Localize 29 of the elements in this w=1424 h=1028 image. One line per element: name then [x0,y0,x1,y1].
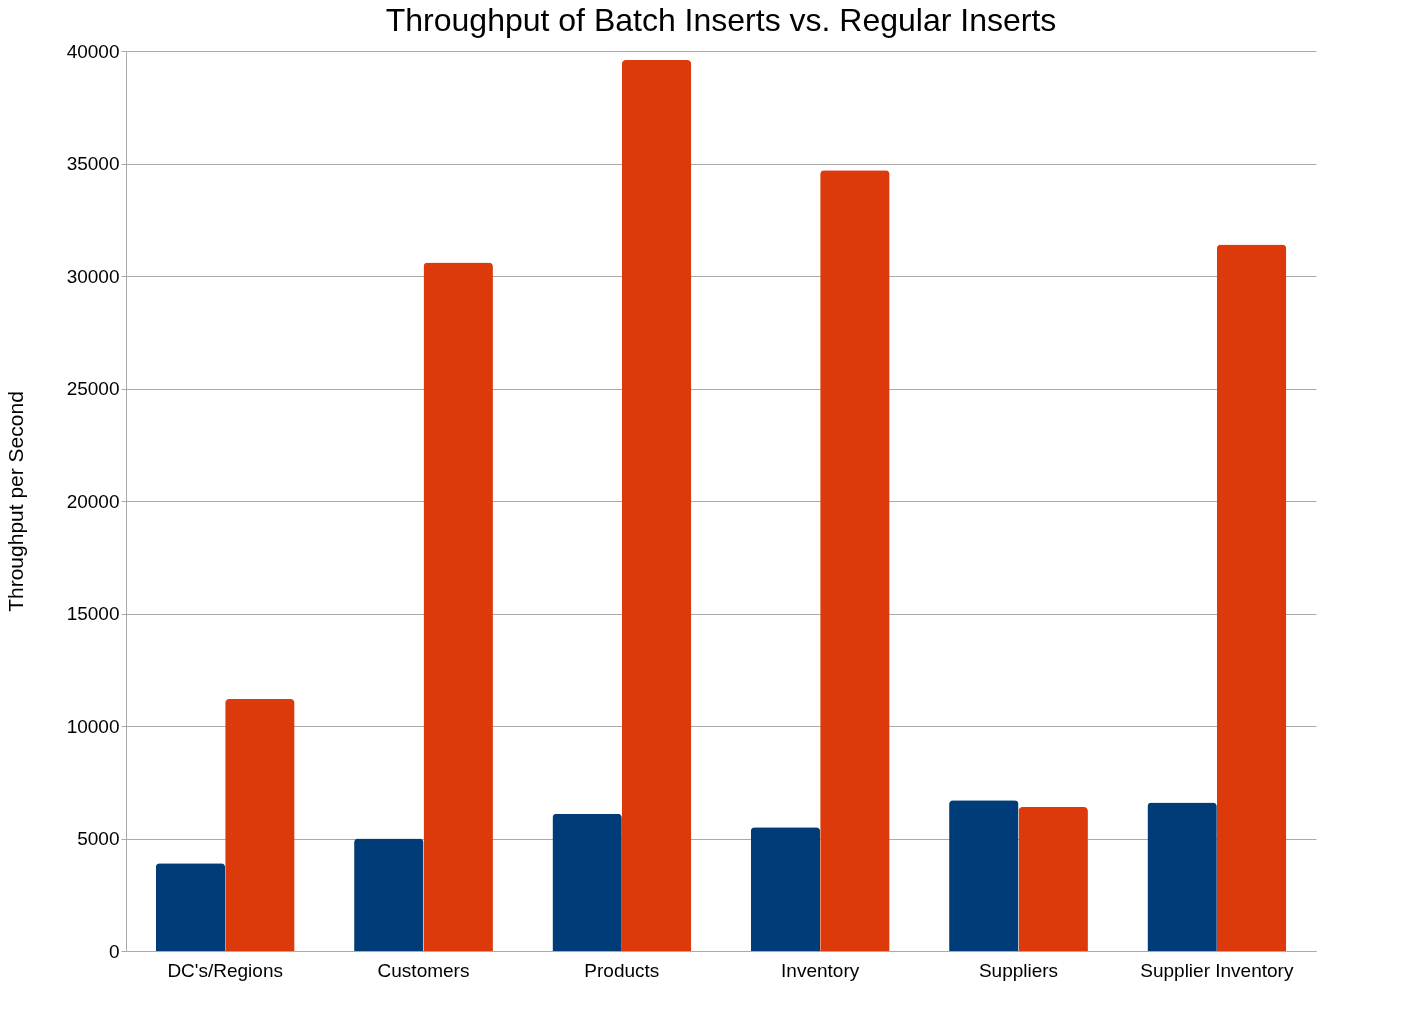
y-axis-title: Throughput per Second [3,391,27,612]
y-tick-label: 35000 [66,153,120,174]
x-tick-label: Customers [377,959,470,981]
bar [423,262,493,951]
bar [225,699,295,951]
chart-title: Throughput of Batch Inserts vs. Regular Inserts [385,2,1057,38]
y-tick-label: 10000 [66,715,120,737]
bar [820,170,890,951]
y-tick-label: 30000 [66,265,120,287]
bar [621,60,692,951]
bar [1216,244,1287,951]
bar [750,827,821,951]
y-tick-label: 5000 [77,828,120,849]
x-tick-label: Inventory [781,959,860,981]
y-tick-label: 0 [108,940,120,962]
bar [949,800,1019,951]
x-tick-label: DC's/Regions [167,959,283,981]
x-tick-label: Supplier Inventory [1140,959,1294,981]
x-tick-label: Products [584,959,660,981]
y-tick-label: 40000 [66,40,120,62]
bar [1018,807,1088,951]
y-tick-label: 15000 [66,603,120,624]
bar [1147,802,1217,951]
y-tick-label: 20000 [66,490,120,512]
bar [155,863,226,951]
bar [354,838,424,951]
y-tick-label: 25000 [66,378,120,399]
x-tick-label: Suppliers [978,959,1059,981]
bar [552,813,622,951]
